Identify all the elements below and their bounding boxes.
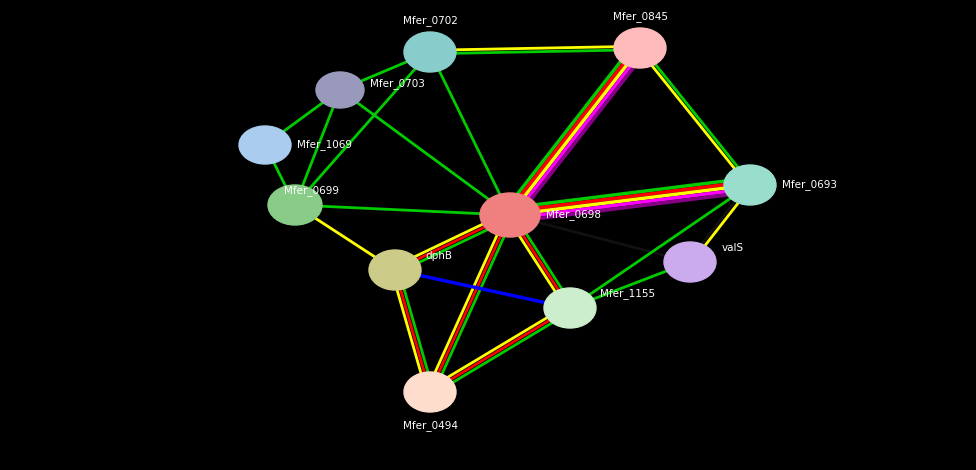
Ellipse shape	[724, 165, 776, 205]
Text: Mfer_1069: Mfer_1069	[297, 140, 352, 150]
Ellipse shape	[404, 32, 456, 72]
Text: Mfer_0702: Mfer_0702	[402, 15, 458, 26]
Text: dphB: dphB	[425, 251, 452, 261]
Ellipse shape	[544, 288, 596, 328]
Text: Mfer_0494: Mfer_0494	[402, 420, 458, 431]
Ellipse shape	[369, 250, 421, 290]
Text: Mfer_0699: Mfer_0699	[284, 186, 339, 196]
Ellipse shape	[614, 28, 666, 68]
Text: valS: valS	[722, 243, 744, 253]
Ellipse shape	[239, 126, 291, 164]
Ellipse shape	[268, 185, 322, 225]
Text: Mfer_0693: Mfer_0693	[782, 180, 837, 190]
Text: Mfer_0703: Mfer_0703	[370, 78, 425, 89]
Ellipse shape	[316, 72, 364, 108]
Ellipse shape	[404, 372, 456, 412]
Text: Mfer_1155: Mfer_1155	[600, 289, 655, 299]
Ellipse shape	[480, 193, 540, 237]
Text: Mfer_0845: Mfer_0845	[613, 11, 668, 22]
Ellipse shape	[664, 242, 716, 282]
Text: Mfer_0698: Mfer_0698	[546, 210, 601, 220]
